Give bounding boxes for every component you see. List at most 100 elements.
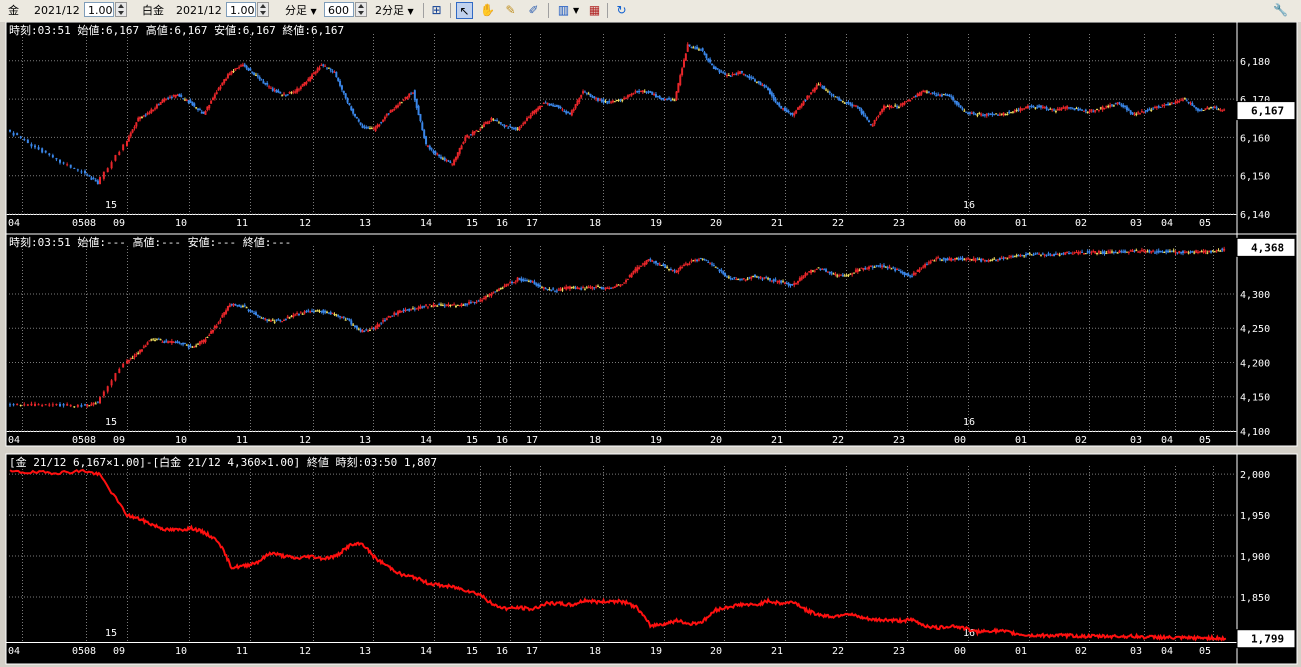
x-tick-label: 0508 [72,435,96,446]
candle-body [202,111,205,114]
bar-count-spinner[interactable] [355,2,367,17]
bar-count-input[interactable]: 600 [324,2,354,17]
candle-body [838,97,841,101]
candle-body [808,95,811,97]
candle-body [225,310,228,314]
candle-body [168,341,171,343]
hand-icon[interactable]: ✋ [480,3,495,17]
candle-body [1028,105,1031,108]
x-tick-label: 23 [893,646,905,657]
candle-body [376,124,379,128]
candle-body [176,94,179,96]
candle-body [269,320,272,322]
candle-body [853,105,856,107]
candle-body [1142,111,1145,113]
candle-body [765,277,768,279]
candle-body [927,91,930,93]
candle-body [258,77,261,80]
candle-body [761,84,764,86]
candle-body [210,331,213,334]
candle-body [684,53,687,61]
panel-ratio: 04 0508 09 10 11 12 13 14 15 16 17 18 19 20 21 22 23 00 01… [5,453,1298,665]
candle-body [292,91,295,93]
candle-body [1182,99,1185,101]
candle-body [391,315,394,317]
settings-icon[interactable]: 🔧 [1273,3,1288,17]
candle-body [312,72,315,75]
candle-body [946,95,949,97]
x-tick-label: 13 [359,218,371,229]
candle-body [335,314,338,316]
candle-body [481,300,484,302]
candle-body [144,114,147,116]
candle-body [675,270,678,273]
candle-body [823,269,826,271]
candle-body [656,263,659,265]
candle-body [426,306,429,308]
candle-body [597,285,599,287]
candle-body [944,94,947,96]
candle-body [548,288,551,290]
candle-body [662,264,665,266]
chart-window-icon[interactable]: ⊞ [431,3,442,17]
candle-body [469,134,472,136]
ratio1-input[interactable]: 1.00 [84,2,114,17]
candle-body [1137,251,1140,253]
candle-body [1062,253,1065,255]
candle-body [858,269,861,271]
candle-body [170,341,173,344]
candle-body [1094,251,1097,254]
candle-body [544,288,547,290]
candle-body [415,98,418,108]
candle-body [94,403,97,405]
draw-line-icon[interactable]: ✐ [528,3,539,17]
candle-body [430,148,433,150]
candle-body [473,131,476,134]
candle-body [1139,113,1142,115]
chevron-down-icon[interactable]: ▼ [573,6,580,15]
candle-body [716,68,719,70]
candle-body [529,114,532,118]
candle-body [348,102,351,106]
candle-body [1099,252,1102,254]
pointer-icon[interactable]: ↖ [456,2,473,19]
bar-chart-icon[interactable]: ▥ [557,3,570,17]
interval-dropdown[interactable]: 2分足 ▼ [375,2,414,19]
indicator-icon[interactable]: ▦ [588,3,601,17]
candle-body [84,170,86,174]
candle-body [1155,251,1158,253]
candle-body [724,273,727,277]
candle-body [458,147,461,154]
candle-body [129,132,132,137]
period-unit-dropdown[interactable]: 分足 ▼ [285,2,317,19]
candle-body [1004,114,1007,116]
candle-body [1167,250,1170,253]
candle-body [264,318,267,320]
candle-body [841,274,844,277]
candle-body [363,126,366,128]
candle-body [262,81,265,84]
pencil-icon[interactable]: ✎ [505,3,516,17]
candle-body [888,105,891,108]
ratio2-spinner[interactable] [257,2,269,17]
candle-body [641,90,644,93]
candle-body [1210,107,1213,109]
refresh-icon[interactable]: ↻ [616,3,627,17]
candle-body [759,82,762,86]
candle-body [725,276,728,278]
candle-body [66,164,69,166]
x-tick-label: 04 [1161,218,1173,229]
candle-body [789,113,792,115]
candle-body [899,104,902,106]
candle-body [241,64,244,67]
candle-body [197,108,200,110]
candle-body [894,268,897,271]
candle-body [221,314,224,318]
ratio1-spinner[interactable] [115,2,127,17]
candle-body [154,108,157,110]
ratio2-input[interactable]: 1.00 [226,2,256,17]
candle-body [1064,252,1067,255]
candle-body [505,284,508,287]
candle-body [1088,251,1091,253]
candle-body [961,108,964,110]
